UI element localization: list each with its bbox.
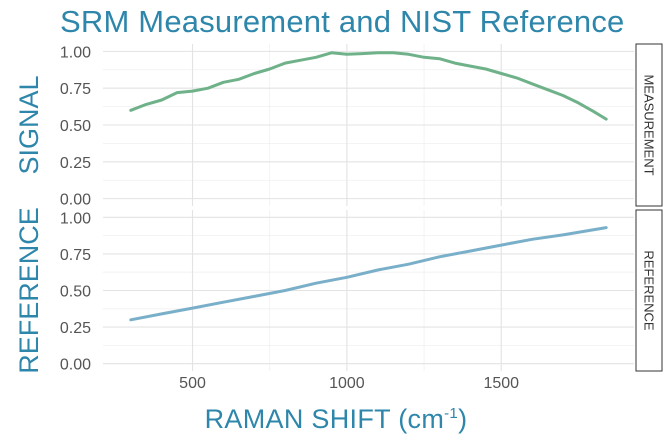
y-tick-label: 0.00 bbox=[60, 192, 91, 209]
x-tick-label: 1500 bbox=[483, 375, 519, 392]
y-tick-label: 0.50 bbox=[60, 284, 91, 301]
chart-title: SRM Measurement and NIST Reference bbox=[60, 4, 625, 39]
y-tick-label: 1.00 bbox=[60, 210, 91, 227]
y-tick-label: 0.25 bbox=[60, 155, 91, 172]
panel-reference: 0.00 0.25 0.50 0.75 1.00 REFERENCE REFERENCE bbox=[14, 207, 663, 374]
facet-strip-label: MEASUREMENT bbox=[642, 74, 657, 175]
y-tick-label: 1.00 bbox=[60, 44, 91, 61]
x-axis-label-main: RAMAN SHIFT (cm bbox=[204, 404, 445, 434]
y-tick-label: 0.75 bbox=[60, 81, 91, 98]
facet-strip bbox=[635, 209, 663, 372]
series-line bbox=[129, 51, 608, 121]
x-tick-label: 1000 bbox=[329, 375, 365, 392]
y-axis-title: REFERENCE bbox=[14, 207, 44, 374]
panel-measurement: 0.00 0.25 0.50 0.75 1.00 MEASUREMENT SIGNAL bbox=[14, 43, 663, 209]
facet-strip bbox=[635, 43, 663, 207]
y-tick-label: 0.50 bbox=[60, 118, 91, 135]
series-line bbox=[129, 226, 608, 322]
x-axis-label-end: ) bbox=[458, 404, 468, 434]
y-axis-title: SIGNAL bbox=[14, 75, 44, 174]
y-tick-label: 0.00 bbox=[60, 357, 91, 374]
facet-strip-label: REFERENCE bbox=[642, 250, 657, 331]
x-tick-label: 500 bbox=[179, 375, 206, 392]
y-tick-label: 0.25 bbox=[60, 320, 91, 337]
x-axis: 500 1000 1500 bbox=[179, 375, 519, 392]
x-axis-label: RAMAN SHIFT (cm-1) bbox=[0, 404, 672, 435]
x-axis-label-sup: -1 bbox=[444, 405, 459, 422]
y-tick-label: 0.75 bbox=[60, 247, 91, 264]
